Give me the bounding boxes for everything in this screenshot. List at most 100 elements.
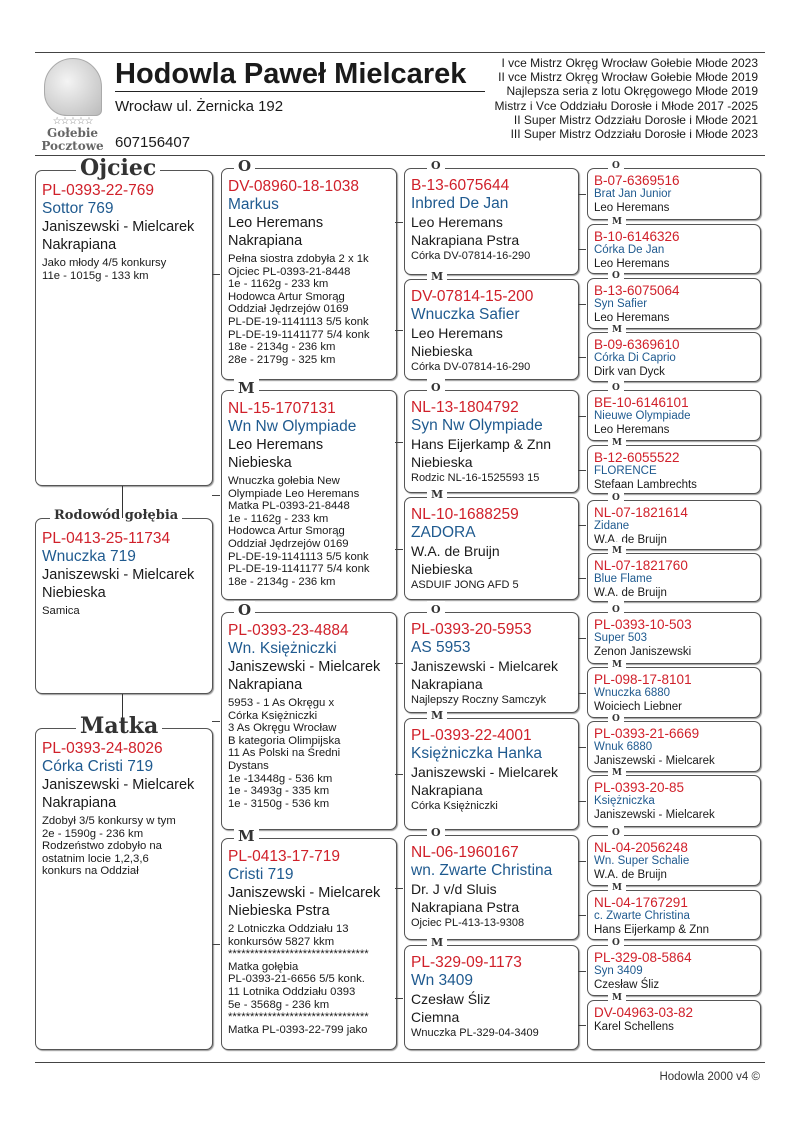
footer-divider — [35, 1062, 765, 1063]
plumage-color: Niebieska — [411, 454, 473, 470]
pedigree-card: O B-13-6075064 Syn Safier Leo Heremans — [587, 267, 761, 329]
breeder: Leo Heremans — [594, 202, 670, 214]
pedigree-card: Ojciec PL-0393-22-769 Sottor 769 Janiszewsk… — [35, 157, 213, 486]
pigeon-name: Syn Nw Olympiade — [411, 417, 543, 434]
connector-line — [212, 721, 220, 722]
breeder: Czesław Śliz — [594, 979, 660, 991]
card-label: M — [608, 542, 626, 560]
plumage-color: Nakrapiana — [411, 782, 483, 798]
connector-line — [578, 357, 586, 358]
card-label: M — [608, 764, 626, 782]
breeder: W.A. de Bruijn — [594, 869, 667, 881]
ring-number: NL-06-1960167 — [411, 844, 519, 861]
pedigree-card: O NL-06-1960167 wn. Zwarte Christina Dr. J … — [404, 824, 579, 940]
ring-number: PL-0393-10-503 — [594, 617, 692, 632]
breeder: Zenon Janiszewski — [594, 646, 692, 658]
plumage-color: Nakrapiana Pstra — [411, 232, 520, 248]
ring-number: PL-0393-22-769 — [42, 182, 155, 199]
header-divider — [35, 155, 765, 156]
ring-number: B-13-6075064 — [594, 283, 680, 298]
plumage-color: Nakrapiana — [228, 233, 303, 249]
card-label: Ojciec — [76, 157, 161, 179]
notes: Jako młody 4/5 konkursy 11e - 1015g - 13… — [42, 257, 167, 282]
pedigree-card: M NL-04-1767291 c. Zwarte Christina Hans Ei… — [587, 879, 761, 940]
logo-text: Gołebie — [46, 126, 99, 140]
ring-number: PL-0393-24-8026 — [42, 740, 163, 757]
pedigree-card: O NL-04-2056248 Wn. Super Schalie W.A. de B… — [587, 824, 761, 886]
breeder: Janiszewski - Mielcarek — [42, 567, 195, 583]
pedigree-card: O PL-329-08-5864 Syn 3409 Czesław Śliz — [587, 934, 761, 996]
pedigree-card: M DV-04963-03-82 Karel Schellens — [587, 989, 761, 1050]
pigeon-name: AS 5953 — [411, 639, 471, 656]
top-divider — [35, 52, 765, 53]
pedigree-card: M NL-10-1688259 ZADORA W.A. de Bruijn Niebie… — [404, 486, 579, 600]
ring-number: B-13-6075644 — [411, 177, 510, 194]
ring-number: PL-0413-25-11734 — [42, 530, 171, 547]
pedigree-card: M PL-0413-17-719 Cristi 719 Janiszewski - M… — [221, 827, 397, 1050]
achievement: Najlepsza seria z lotu Okręgowego Młode … — [506, 84, 758, 99]
achievement: II vce Mistrz Okręg Wrocław Gołebie Młod… — [498, 70, 758, 85]
connector-line — [578, 525, 586, 526]
pigeon-name: Nieuwe Olympiade — [594, 410, 691, 422]
card-label: Rodowód gołębia — [50, 507, 183, 525]
plumage-color: Nakrapiana Pstra — [411, 899, 520, 915]
plumage-color: Ciemna — [411, 1009, 460, 1025]
breeder: Leo Heremans — [411, 325, 503, 341]
breeder: Janiszewski - Mielcarek — [42, 219, 195, 235]
plumage-color: Nakrapiana — [228, 677, 303, 693]
card-label: M — [234, 827, 259, 845]
connector-line — [395, 662, 403, 664]
card-label: M — [608, 656, 626, 674]
breeder: Hans Eijerkamp & Znn — [411, 436, 552, 452]
pigeon-name: Księżniczka Hanka — [411, 745, 542, 762]
pigeon-name: Syn Safier — [594, 298, 648, 310]
card-label: O — [608, 157, 624, 175]
notes: Córka Księżniczki — [411, 800, 498, 812]
notes: Samica — [42, 605, 80, 617]
pigeon-name: Markus — [228, 196, 279, 213]
notes: Ojciec PL-413-13-9308 — [411, 917, 525, 929]
pedigree-card: M NL-07-1821760 Blue Flame W.A. de Bruijn — [587, 542, 761, 602]
connector-line — [578, 249, 586, 250]
breeder: Leo Heremans — [594, 424, 670, 436]
card-label: M — [427, 707, 448, 725]
pigeon-name: ZADORA — [411, 524, 476, 541]
breeder: Stefaan Lambrechts — [594, 479, 697, 491]
pedigree-card: M B-09-6369610 Córka Di Caprio Dirk van Dyc… — [587, 321, 761, 382]
notes: Rodzic NL-16-1525593 15 — [411, 472, 540, 484]
card-label: O — [608, 710, 624, 728]
card-label: O — [234, 601, 256, 619]
card-label: M — [608, 434, 626, 452]
pedigree-card: M PL-329-09-1173 Wn 3409 Czesław Śliz Ciemn… — [404, 934, 579, 1050]
connector-line — [395, 997, 403, 999]
pigeon-name: Cristi 719 — [228, 866, 294, 883]
ring-number: PL-0393-21-6669 — [594, 726, 700, 741]
breeder: Janiszewski - Mielcarek — [594, 809, 715, 821]
card-label: M — [427, 934, 448, 952]
card-label: O — [608, 824, 624, 842]
breeder: Leo Heremans — [228, 437, 324, 453]
ring-number: NL-13-1804792 — [411, 399, 519, 416]
ring-number: DV-07814-15-200 — [411, 288, 534, 305]
pedigree-card: Rodowód gołębia PL-0413-25-11734 Wnuczka 7… — [35, 507, 213, 694]
pigeon-name: Super 503 — [594, 632, 648, 644]
connector-line — [578, 860, 586, 862]
plumage-color: Nakrapiana — [42, 237, 117, 253]
connector-line — [395, 441, 403, 443]
connector-line — [395, 887, 403, 889]
pigeon-name: Wnuk 6880 — [594, 741, 653, 753]
ring-number: PL-0413-17-719 — [228, 848, 341, 865]
pigeon-name: Wnuczka 719 — [42, 548, 136, 565]
pedigree-card: M B-12-6055522 FLORENCE Stefaan Lambrechts — [587, 434, 761, 494]
connector-line — [578, 1025, 586, 1026]
ring-number: NL-10-1688259 — [411, 506, 519, 523]
pedigree-card: M PL-0393-20-85 Księżniczka Janiszewski - M… — [587, 764, 761, 827]
connector-line — [212, 944, 220, 945]
connector-line — [578, 415, 586, 417]
card-label: O — [427, 601, 445, 619]
pedigree-card: O PL-0393-10-503 Super 503 Zenon Janiszewsk… — [587, 601, 761, 664]
card-label: M — [234, 379, 259, 397]
ring-number: NL-07-1821760 — [594, 558, 688, 573]
achievement: III Super Mistrz Odzziału Dorosłe i Młod… — [510, 127, 758, 142]
